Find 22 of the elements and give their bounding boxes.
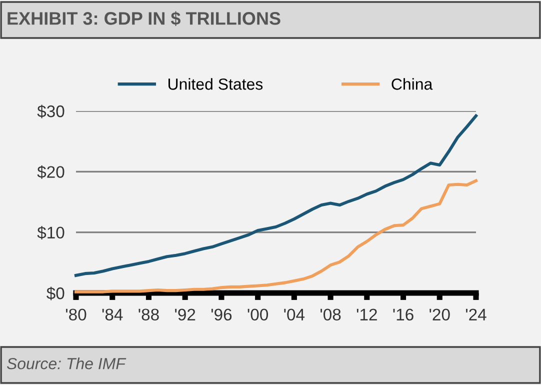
- y-tick-label: $20: [37, 165, 64, 179]
- x-tick-label: '00: [248, 308, 268, 321]
- x-tick-label: '04: [284, 308, 305, 321]
- x-tick-label: '24: [466, 308, 486, 320]
- x-tick-label: '88: [138, 308, 159, 321]
- x-tick-label: '08: [320, 308, 341, 321]
- legend-label: China: [392, 78, 433, 90]
- x-tick-label: '80: [66, 308, 86, 321]
- line-series: [74, 114, 478, 277]
- x-tick-label: '12: [356, 308, 377, 320]
- legend-label: United States: [168, 78, 263, 90]
- y-tick-label: $30: [37, 104, 64, 118]
- x-tick-label: '84: [102, 308, 123, 321]
- line-series: [74, 179, 478, 294]
- source-note: Source: The IMF: [6, 358, 126, 370]
- chart-title: EXHIBIT 3: GDP IN $ TRILLIONS: [8, 11, 280, 26]
- x-tick-label: '96: [211, 308, 232, 321]
- y-tick-label: $0: [46, 286, 64, 300]
- x-tick-label: '20: [430, 308, 450, 321]
- x-tick-label: '92: [175, 308, 196, 321]
- x-tick-label: '16: [393, 308, 414, 321]
- y-tick-label: $10: [37, 226, 64, 240]
